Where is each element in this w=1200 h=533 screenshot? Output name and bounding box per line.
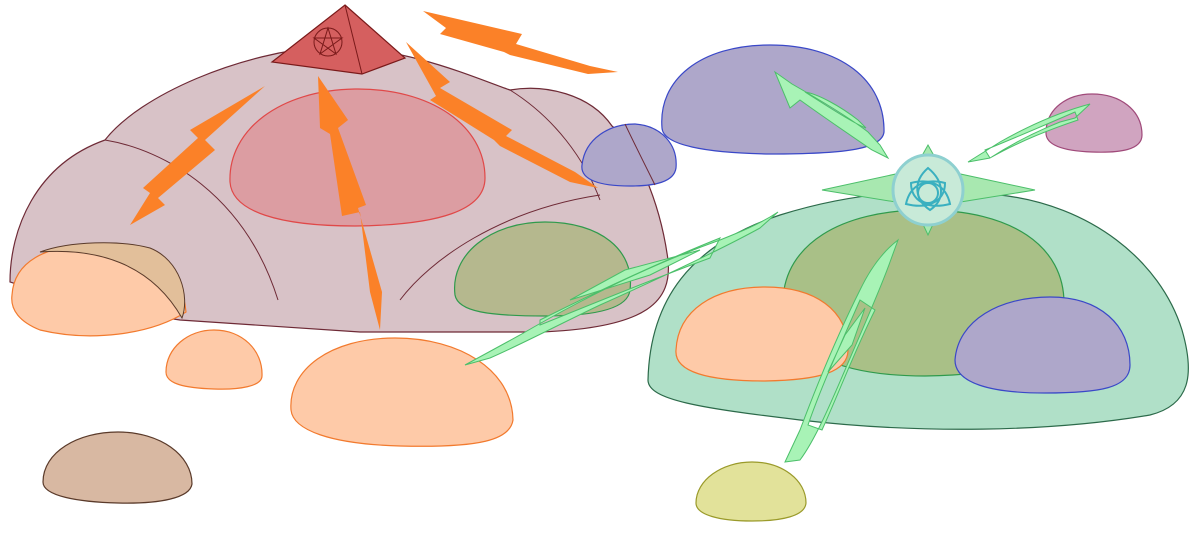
emblem-ring: [891, 153, 965, 227]
green-arrow-mauve-link: [967, 103, 1091, 163]
green-arrows: [464, 70, 1091, 463]
bolt-arrow-top-right: [423, 11, 618, 74]
left-peach-dome-shadow: [39, 242, 186, 320]
bolt-arrow-to-left-dome: [130, 86, 265, 225]
orange-arrows: [130, 11, 618, 330]
triquetra-star-icon: [821, 143, 1036, 237]
bolt-arrow-to-large-peach: [318, 76, 382, 330]
pentagram-star: [312, 26, 344, 56]
large-peach-dome: [290, 337, 514, 447]
green-arrow-vertical-loop: [784, 238, 900, 463]
yellow-dome: [695, 461, 807, 522]
green-dome-complex: [647, 190, 1189, 430]
mauve-dome: [1045, 93, 1143, 153]
right-purple-dome: [954, 296, 1131, 394]
top-purple-dome: [661, 44, 885, 155]
red-cap: [229, 88, 486, 227]
green-arrow-peach-to-green: [464, 211, 779, 366]
small-purple-dome: [581, 123, 677, 187]
small-peach-dome: [165, 329, 263, 390]
pyramid-body: [270, 4, 407, 75]
pentagram-pyramid-icon: [270, 4, 407, 75]
pink-dome-seam-left: [104, 139, 279, 301]
pink-dome-seam-lower: [399, 194, 601, 301]
triquetra: [904, 166, 952, 212]
brown-dome: [42, 431, 193, 504]
green-arrow-top-purple-loop: [773, 70, 890, 160]
small-purple-dome-seam: [624, 123, 656, 186]
